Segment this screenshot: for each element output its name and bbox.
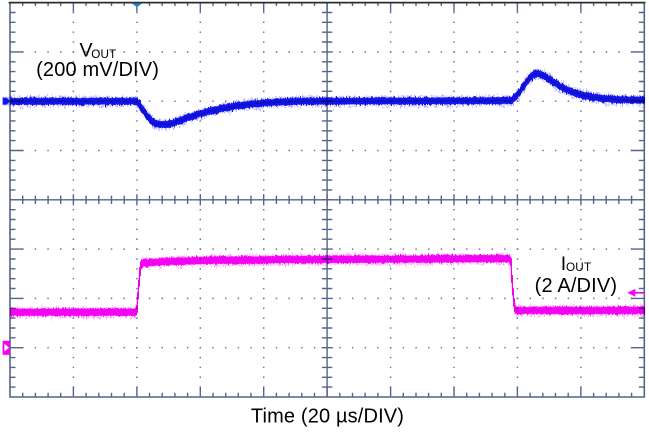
svg-text:(200 mV/DIV): (200 mV/DIV) [36,59,159,81]
svg-text:(2 A/DIV): (2 A/DIV) [535,275,617,297]
svg-text:Time (20 µs/DIV): Time (20 µs/DIV) [251,406,404,428]
